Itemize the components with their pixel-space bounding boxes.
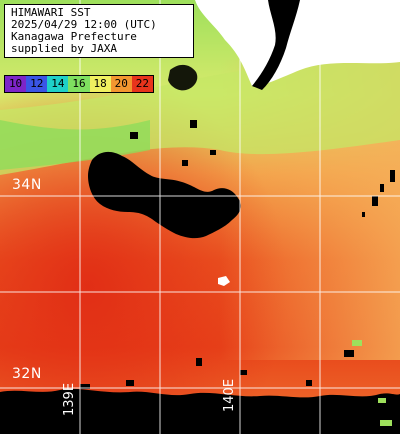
bottom-green-speckles bbox=[352, 340, 392, 426]
info-supplier: supplied by JAXA bbox=[11, 42, 117, 55]
sst-color-legend: 10 12 14 16 18 20 22 bbox=[4, 75, 154, 93]
islet bbox=[182, 160, 188, 166]
info-region: Kanagawa Prefecture bbox=[11, 30, 137, 43]
legend-value: 12 bbox=[30, 77, 44, 90]
legend-value: 16 bbox=[72, 77, 86, 90]
legend-value: 10 bbox=[8, 77, 23, 90]
legend-cell: 14 bbox=[47, 76, 69, 92]
legend-value: 22 bbox=[135, 77, 150, 90]
legend-cell: 20 bbox=[110, 76, 132, 92]
lat-label-32n: 32N bbox=[12, 366, 42, 382]
legend-value: 18 bbox=[93, 77, 107, 90]
info-timestamp: 2025/04/29 12:00 (UTC) bbox=[11, 18, 157, 31]
legend-cell: 16 bbox=[68, 76, 90, 92]
izu-peninsula bbox=[88, 151, 241, 239]
sagami-coast bbox=[168, 64, 198, 91]
lat-label-34n: 34N bbox=[12, 177, 42, 193]
lon-label-140e: 140E bbox=[222, 378, 237, 412]
no-data-region bbox=[195, 0, 400, 86]
info-title: HIMAWARI SST bbox=[11, 6, 91, 19]
legend-value: 14 bbox=[51, 77, 65, 90]
bottom-speckles bbox=[80, 350, 354, 389]
speckles-right bbox=[362, 170, 395, 217]
legend-cell: 22 bbox=[131, 76, 153, 92]
legend-cell: 10 bbox=[5, 76, 27, 92]
info-box: HIMAWARI SST 2025/04/29 12:00 (UTC) Kana… bbox=[4, 4, 194, 58]
islet bbox=[190, 120, 197, 128]
lon-label-139e: 139E bbox=[62, 382, 77, 416]
legend-value: 20 bbox=[114, 77, 128, 90]
boso-peninsula bbox=[252, 0, 300, 90]
islet bbox=[130, 132, 138, 139]
green-strip bbox=[0, 120, 150, 170]
legend-cell: 12 bbox=[26, 76, 48, 92]
legend-cell: 18 bbox=[89, 76, 111, 92]
no-data-patch bbox=[218, 276, 230, 286]
islet bbox=[210, 150, 216, 155]
bottom-mask bbox=[0, 388, 400, 434]
